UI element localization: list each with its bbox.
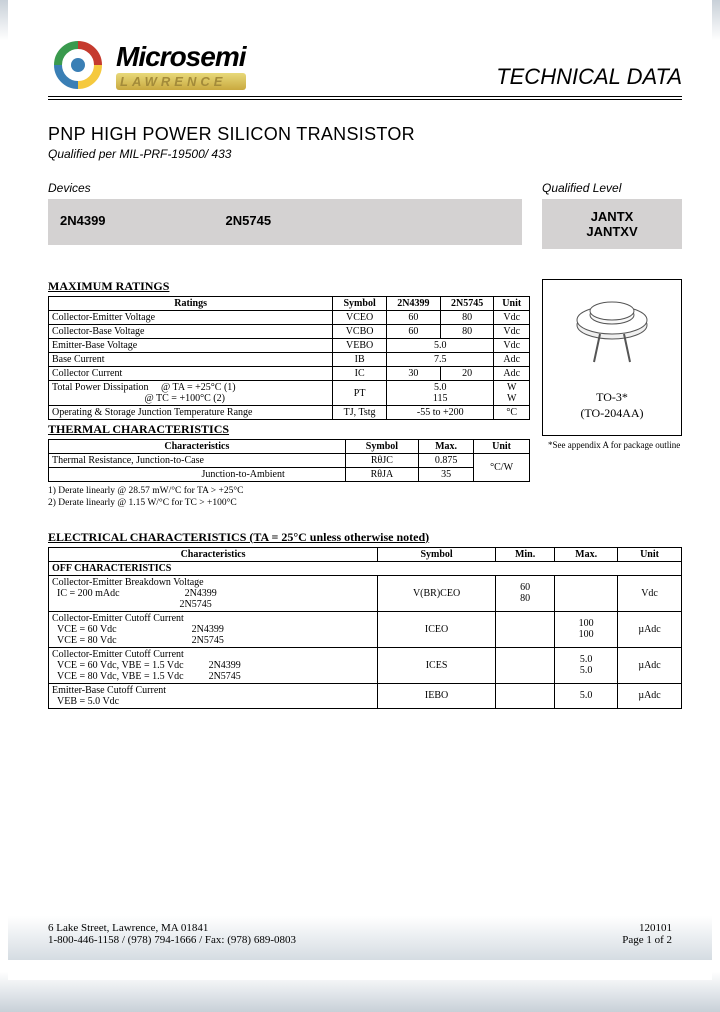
thermal-table: Characteristics Symbol Max. Unit Thermal… (48, 439, 530, 482)
table-row: Collector Current IC 30 20 Adc (49, 367, 530, 381)
logo-text: Microsemi LAWRENCE (116, 41, 246, 90)
col-ratings: Ratings (49, 297, 333, 311)
col-5745: 2N5745 (440, 297, 494, 311)
table-row: Junction-to-Ambient RθJA 35 (49, 468, 530, 482)
table-header-row: Characteristics Symbol Min. Max. Unit (49, 547, 682, 561)
qualified-label: Qualified Level (542, 181, 682, 195)
table-header-row: Characteristics Symbol Max. Unit (49, 440, 530, 454)
logo-block: Microsemi LAWRENCE (48, 40, 246, 90)
footer-code: 120101 (622, 922, 672, 934)
technical-data-label: TECHNICAL DATA (496, 64, 682, 90)
table-row: Collector-Emitter Voltage VCEO 60 80 Vdc (49, 311, 530, 325)
page-title: PNP HIGH POWER SILICON TRANSISTOR (48, 124, 682, 145)
device-1: 2N4399 (60, 213, 106, 231)
brand-name: Microsemi (116, 41, 246, 73)
header-rule (48, 96, 682, 100)
devices-label: Devices (48, 181, 522, 195)
page: Microsemi LAWRENCE TECHNICAL DATA PNP HI… (8, 0, 712, 980)
table-row: Collector-Emitter Cutoff Current VCE = 6… (49, 647, 682, 683)
qual-2: JANTXV (554, 224, 670, 239)
qualified-gray: JANTX JANTXV (542, 199, 682, 249)
table-row: Collector-Base Voltage VCBO 60 80 Vdc (49, 325, 530, 339)
table-row: Operating & Storage Junction Temperature… (49, 406, 530, 420)
footer-address: 6 Lake Street, Lawrence, MA 01841 (48, 922, 296, 934)
header: Microsemi LAWRENCE TECHNICAL DATA (48, 40, 682, 90)
max-ratings-heading: MAXIMUM RATINGS (48, 279, 530, 294)
max-ratings-table: Ratings Symbol 2N4399 2N5745 Unit Collec… (48, 296, 530, 420)
logo-icon (48, 40, 108, 90)
brand-sub: LAWRENCE (116, 73, 246, 90)
title-block: PNP HIGH POWER SILICON TRANSISTOR Qualif… (48, 124, 682, 161)
footer-right: 120101 Page 1 of 2 (622, 922, 672, 946)
page-subtitle: Qualified per MIL-PRF-19500/ 433 (48, 147, 682, 161)
table-row: Emitter-Base Voltage VEBO 5.0 Vdc (49, 339, 530, 353)
footer-left: 6 Lake Street, Lawrence, MA 01841 1-800-… (48, 922, 296, 946)
note-1: 1) Derate linearly @ 28.57 mW/°C for TA … (48, 485, 530, 497)
devices-gray: 2N4399 2N5745 (48, 199, 522, 245)
device-row: Devices 2N4399 2N5745 Qualified Level JA… (48, 181, 682, 249)
col-unit: Unit (494, 297, 530, 311)
electrical-section: ELECTRICAL CHARACTERISTICS (TA = 25°C un… (48, 530, 682, 709)
notes: 1) Derate linearly @ 28.57 mW/°C for TA … (48, 485, 530, 510)
table-row: Collector-Emitter Breakdown Voltage IC =… (49, 575, 682, 611)
electrical-heading: ELECTRICAL CHARACTERISTICS (TA = 25°C un… (48, 530, 682, 545)
footer-phone: 1-800-446-1158 / (978) 794-1666 / Fax: (… (48, 934, 296, 946)
package-column: TO-3* (TO-204AA) *See appendix A for pac… (542, 279, 682, 450)
table-header-row: Ratings Symbol 2N4399 2N5745 Unit (49, 297, 530, 311)
tables-column: MAXIMUM RATINGS Ratings Symbol 2N4399 2N… (48, 279, 530, 510)
main-row: MAXIMUM RATINGS Ratings Symbol 2N4399 2N… (48, 279, 682, 510)
thermal-heading: THERMAL CHARACTERISTICS (48, 422, 530, 437)
qualified-box: Qualified Level JANTX JANTXV (542, 181, 682, 249)
table-row: Thermal Resistance, Junction-to-Case RθJ… (49, 454, 530, 468)
table-row: Base Current IB 7.5 Adc (49, 353, 530, 367)
electrical-table: Characteristics Symbol Min. Max. Unit OF… (48, 547, 682, 709)
package-footnote: *See appendix A for package outline (542, 440, 682, 450)
footer-page: Page 1 of 2 (622, 934, 672, 946)
col-symbol: Symbol (333, 297, 387, 311)
table-row: Total Power Dissipation @ TA = +25°C (1)… (49, 381, 530, 406)
package-box: TO-3* (TO-204AA) (542, 279, 682, 436)
table-row: Emitter-Base Cutoff Current VEB = 5.0 Vd… (49, 683, 682, 708)
note-2: 2) Derate linearly @ 1.15 W/°C for TC > … (48, 497, 530, 509)
off-characteristics-row: OFF CHARACTERISTICS (49, 561, 682, 575)
qual-1: JANTX (554, 209, 670, 224)
footer: 6 Lake Street, Lawrence, MA 01841 1-800-… (8, 916, 712, 960)
col-4399: 2N4399 (386, 297, 440, 311)
package-label: TO-3* (TO-204AA) (547, 390, 677, 421)
table-row: Collector-Emitter Cutoff Current VCE = 6… (49, 611, 682, 647)
device-2: 2N5745 (226, 213, 272, 231)
package-icon (562, 290, 662, 380)
devices-box: Devices 2N4399 2N5745 (48, 181, 522, 249)
